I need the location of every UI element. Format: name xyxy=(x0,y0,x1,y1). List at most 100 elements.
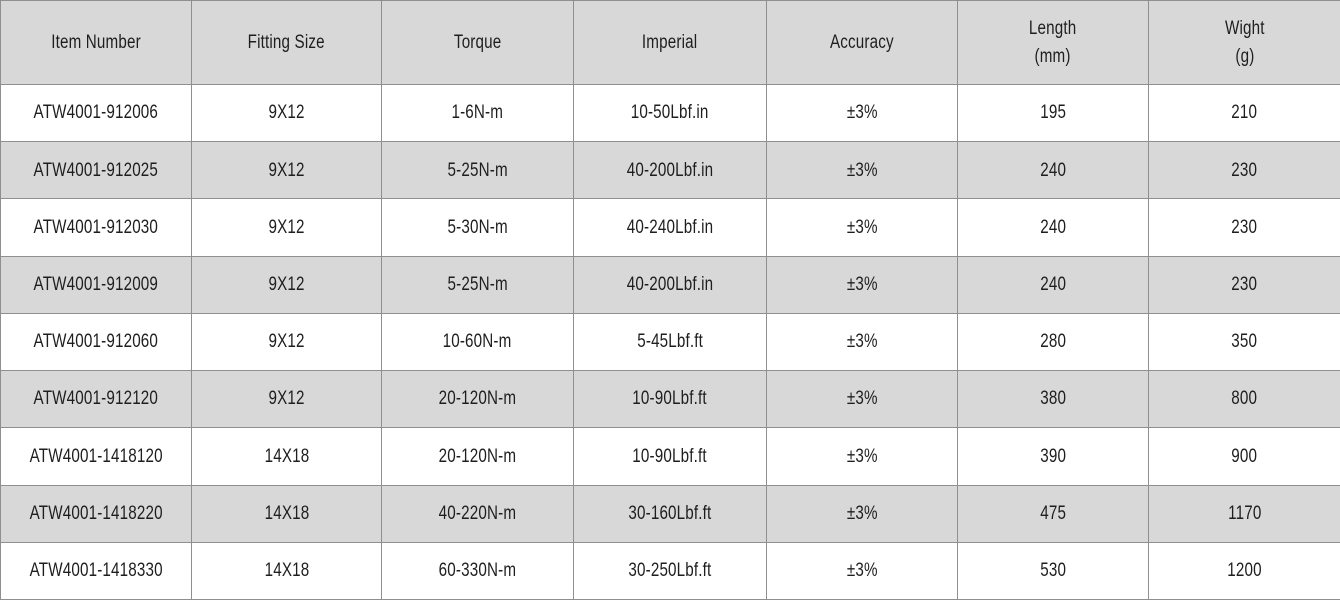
cell-value: ±3% xyxy=(846,502,878,524)
cell-value: ATW4001-1418220 xyxy=(29,502,163,524)
column-header-label: Length xyxy=(1029,17,1077,39)
table-cell-fitting-size: 14X18 xyxy=(191,427,382,486)
table-cell-item-number: ATW4001-912060 xyxy=(0,312,192,372)
cell-value: 9X12 xyxy=(268,159,305,181)
table-cell-accuracy: ±3% xyxy=(766,370,958,429)
cell-value: ATW4001-912025 xyxy=(33,159,159,181)
table-cell-wight-g: 210 xyxy=(1148,83,1340,143)
table-cell-accuracy: ±3% xyxy=(766,541,958,600)
table-cell-item-number: ATW4001-912120 xyxy=(0,370,192,429)
column-header-torque: Torque xyxy=(381,0,574,85)
column-header-accuracy: Accuracy xyxy=(766,0,958,85)
column-header-label: Wight xyxy=(1224,17,1265,39)
table-cell-length-mm: 240 xyxy=(957,255,1149,314)
table-row: ATW4001-1418120 14X18 20-120N-m 10-90Lbf.ft… xyxy=(0,427,1340,486)
cell-value: 240 xyxy=(1040,216,1066,238)
cell-value: ATW4001-912006 xyxy=(33,102,159,124)
table-header-row: Item Number Fitting Size Torque Imperial Acc… xyxy=(0,0,1340,85)
cell-value: 10-50Lbf.in xyxy=(631,102,709,124)
table-cell-torque: 20-120N-m xyxy=(381,427,574,486)
cell-value: ±3% xyxy=(846,273,878,295)
cell-value: 240 xyxy=(1040,273,1066,295)
table-cell-wight-g: 230 xyxy=(1148,141,1340,200)
table-cell-accuracy: ±3% xyxy=(766,141,958,200)
column-header-fitting-size: Fitting Size xyxy=(191,0,382,85)
table-header: Item Number Fitting Size Torque Imperial Acc… xyxy=(0,0,1340,85)
cell-value: 5-25N-m xyxy=(447,273,508,295)
table-cell-fitting-size: 14X18 xyxy=(191,541,382,600)
cell-value: 14X18 xyxy=(264,560,309,582)
cell-value: 40-200Lbf.in xyxy=(626,159,714,181)
table-cell-item-number: ATW4001-912030 xyxy=(0,198,192,257)
table-cell-wight-g: 350 xyxy=(1148,312,1340,372)
table-cell-wight-g: 230 xyxy=(1148,255,1340,314)
cell-value: 40-240Lbf.in xyxy=(626,216,714,238)
table-cell-torque: 5-25N-m xyxy=(381,141,574,200)
cell-value: 9X12 xyxy=(268,102,305,124)
table-cell-imperial: 40-200Lbf.in xyxy=(573,255,767,314)
cell-value: 230 xyxy=(1231,216,1258,238)
table-cell-wight-g: 800 xyxy=(1148,370,1340,429)
cell-value: ±3% xyxy=(846,102,878,124)
table-cell-item-number: ATW4001-912025 xyxy=(0,141,192,200)
table-cell-accuracy: ±3% xyxy=(766,255,958,314)
cell-value: ±3% xyxy=(846,388,878,410)
cell-value: ±3% xyxy=(846,331,878,353)
table-cell-length-mm: 380 xyxy=(957,370,1149,429)
table-cell-torque: 10-60N-m xyxy=(381,312,574,372)
table-cell-fitting-size: 9X12 xyxy=(191,312,382,372)
cell-value: 20-120N-m xyxy=(438,388,517,410)
cell-value: 5-45Lbf.ft xyxy=(637,331,703,353)
cell-value: 10-60N-m xyxy=(443,331,512,353)
cell-value: 380 xyxy=(1040,388,1066,410)
table-cell-accuracy: ±3% xyxy=(766,198,958,257)
cell-value: 60-330N-m xyxy=(438,560,517,582)
cell-value: 530 xyxy=(1040,560,1066,582)
cell-value: 5-30N-m xyxy=(447,216,508,238)
table-cell-accuracy: ±3% xyxy=(766,83,958,143)
cell-value: ATW4001-912009 xyxy=(33,273,159,295)
table-cell-item-number: ATW4001-1418220 xyxy=(0,484,192,543)
table-cell-imperial: 10-50Lbf.in xyxy=(573,83,767,143)
cell-value: ±3% xyxy=(846,560,878,582)
cell-value: 280 xyxy=(1040,331,1066,353)
cell-value: 5-25N-m xyxy=(447,159,508,181)
table-row: ATW4001-912025 9X12 5-25N-m 40-200Lbf.in ±3%… xyxy=(0,141,1340,200)
table-cell-fitting-size: 9X12 xyxy=(191,198,382,257)
table-cell-torque: 60-330N-m xyxy=(381,541,574,600)
table-cell-wight-g: 1170 xyxy=(1148,484,1340,543)
table-cell-fitting-size: 9X12 xyxy=(191,141,382,200)
cell-value: 1200 xyxy=(1227,560,1262,582)
table-cell-accuracy: ±3% xyxy=(766,427,958,486)
table-cell-length-mm: 195 xyxy=(957,83,1149,143)
table-cell-wight-g: 1200 xyxy=(1148,541,1340,600)
table-cell-imperial: 40-200Lbf.in xyxy=(573,141,767,200)
table-cell-torque: 5-30N-m xyxy=(381,198,574,257)
cell-value: 9X12 xyxy=(268,216,305,238)
cell-value: ATW4001-1418330 xyxy=(29,560,163,582)
table-row: ATW4001-912006 9X12 1-6N-m 10-50Lbf.in ±3% 19… xyxy=(0,83,1340,143)
table-row: ATW4001-1418330 14X18 60-330N-m 30-250Lbf.f… xyxy=(0,541,1340,600)
cell-value: 195 xyxy=(1040,102,1066,124)
cell-value: 390 xyxy=(1040,445,1066,467)
table-cell-length-mm: 280 xyxy=(957,312,1149,372)
column-header-item-number: Item Number xyxy=(0,0,192,85)
cell-value: 14X18 xyxy=(264,502,309,524)
table-row: ATW4001-912120 9X12 20-120N-m 10-90Lbf.ft ±3… xyxy=(0,370,1340,429)
table-body: ATW4001-912006 9X12 1-6N-m 10-50Lbf.in ±3% 19… xyxy=(0,83,1340,600)
table-cell-imperial: 10-90Lbf.ft xyxy=(573,427,767,486)
cell-value: ATW4001-912030 xyxy=(33,216,159,238)
cell-value: ATW4001-1418120 xyxy=(29,445,163,467)
table-cell-length-mm: 475 xyxy=(957,484,1149,543)
table-row: ATW4001-912009 9X12 5-25N-m 40-200Lbf.in ±3%… xyxy=(0,255,1340,314)
table-cell-accuracy: ±3% xyxy=(766,312,958,372)
table-cell-item-number: ATW4001-1418330 xyxy=(0,541,192,600)
cell-value: 40-220N-m xyxy=(438,502,517,524)
table-cell-imperial: 30-250Lbf.ft xyxy=(573,541,767,600)
cell-value: 9X12 xyxy=(268,273,305,295)
cell-value: 350 xyxy=(1231,331,1258,353)
table-row: ATW4001-912030 9X12 5-30N-m 40-240Lbf.in ±3%… xyxy=(0,198,1340,257)
table-cell-item-number: ATW4001-912009 xyxy=(0,255,192,314)
table-cell-accuracy: ±3% xyxy=(766,484,958,543)
